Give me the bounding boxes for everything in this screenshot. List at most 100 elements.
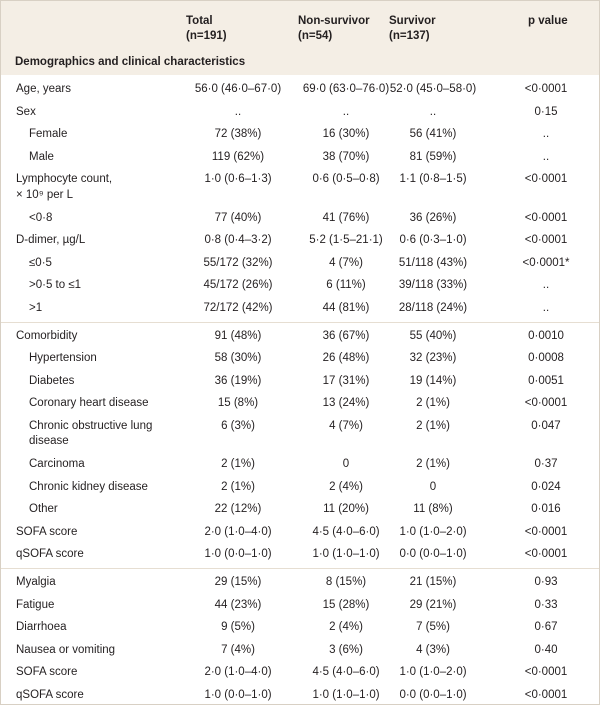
cell: .. <box>429 105 437 118</box>
cell: 81 (59%) <box>409 150 457 163</box>
cell: 4·5 (4·0–6·0) <box>312 525 380 538</box>
cell: 2 (1%) <box>416 458 450 470</box>
row-label: disease <box>29 435 69 448</box>
cell: 0·0 (0·0–1·0) <box>399 548 467 561</box>
cell: 56 (41%) <box>409 128 457 141</box>
cell: 58 (30%) <box>214 352 262 365</box>
cell: 7 (4%) <box>221 643 255 656</box>
cell: 29 (21%) <box>409 598 457 611</box>
column-header: Total <box>186 15 213 27</box>
row-label: Lymphocyte count, <box>16 173 113 186</box>
column-header: Survivor <box>389 15 436 27</box>
cell: 4 (7%) <box>329 419 363 432</box>
cell: 0·8 (0·4–3·2) <box>204 234 272 247</box>
cell: 21 (15%) <box>409 576 457 588</box>
cell: 6 (3%) <box>221 419 255 432</box>
cell: 22 (12%) <box>214 503 262 516</box>
cell: 36 (67%) <box>322 329 370 342</box>
cell: 15 (8%) <box>217 397 259 410</box>
cell: 11 (8%) <box>413 503 453 516</box>
cell: 0·40 <box>534 643 558 656</box>
cell: 44 (81%) <box>322 301 370 314</box>
row-label: <0·8 <box>29 211 53 224</box>
cell: 0·0008 <box>528 352 564 365</box>
cell: 4 (3%) <box>416 643 450 656</box>
cell: 2 (4%) <box>329 621 363 634</box>
row-label: Sex <box>16 105 36 118</box>
cell: 7 (5%) <box>416 621 450 634</box>
cell: .. <box>342 105 350 118</box>
column-n: (n=54) <box>298 30 333 42</box>
cell: 0·15 <box>534 105 558 118</box>
cell: .. <box>542 128 550 141</box>
cell: <0·0001 <box>524 666 568 679</box>
cell: 2 (1%) <box>416 419 450 432</box>
cell: 36 (26%) <box>409 211 457 224</box>
cell: 56·0 (46·0–67·0) <box>194 83 282 95</box>
cell: 0·0010 <box>528 329 564 342</box>
row-label: ≤0·5 <box>29 256 52 269</box>
cell: 77 (40%) <box>214 211 262 224</box>
cell: 51/118 (43%) <box>398 256 468 269</box>
cell: 5·2 (1·5–21·1) <box>309 234 383 247</box>
column-n: (n=137) <box>389 30 430 42</box>
cell: 0·024 <box>531 480 561 493</box>
cell: 1·1 (0·8–1·5) <box>399 173 467 186</box>
cell: 6 (11%) <box>326 279 366 292</box>
row-label: Male <box>29 150 54 163</box>
cell: 17 (31%) <box>322 374 370 387</box>
cell: 2 (1%) <box>221 458 255 470</box>
column-header: Non-survivor <box>298 15 370 27</box>
section-title: Demographics and clinical characteristic… <box>15 56 246 68</box>
cell: 0 <box>429 480 437 493</box>
cell: .. <box>234 105 242 118</box>
cell: <0·0001 <box>524 211 568 224</box>
cell: <0·0001* <box>522 256 570 269</box>
row-label: Diarrhoea <box>16 621 67 634</box>
cell: 2·0 (1·0–4·0) <box>204 525 272 538</box>
row-label: qSOFA score <box>16 689 84 701</box>
row-label: Female <box>29 128 68 141</box>
cell: .. <box>542 150 550 163</box>
row-label: Carcinoma <box>29 458 85 470</box>
cell: 0·37 <box>534 458 558 470</box>
cell: 0·33 <box>534 598 558 611</box>
row-label: Age, years <box>16 83 71 95</box>
row-label: SOFA score <box>16 525 78 538</box>
row-label: Myalgia <box>16 576 56 588</box>
cell: 0·67 <box>534 621 558 634</box>
group-separator <box>1 321 599 323</box>
cell: <0·0001 <box>524 83 568 95</box>
cell: <0·0001 <box>524 234 568 247</box>
row-label: × 10⁹ per L <box>16 188 74 201</box>
cell: 36 (19%) <box>214 374 262 387</box>
cell: 41 (76%) <box>322 211 370 224</box>
cell: 119 (62%) <box>211 150 265 163</box>
cell: 28/118 (24%) <box>398 301 468 314</box>
row-label: qSOFA score <box>16 548 84 561</box>
cell: 55/172 (32%) <box>203 256 273 269</box>
cell: <0·0001 <box>524 173 568 186</box>
row-label: Other <box>29 503 58 516</box>
group-separator <box>1 568 599 569</box>
cell: 91 (48%) <box>214 329 262 342</box>
row-label: Comorbidity <box>16 329 78 342</box>
row-label: Fatigue <box>16 598 55 611</box>
cell: 0·0051 <box>528 374 564 387</box>
cell: .. <box>542 301 550 314</box>
cell: 29 (15%) <box>214 576 262 588</box>
cell: 19 (14%) <box>409 374 457 387</box>
cell: 69·0 (63·0–76·0) <box>302 83 390 95</box>
cell: 2 (1%) <box>221 480 255 493</box>
row-label: >0·5 to ≤1 <box>29 279 82 292</box>
row-label: >1 <box>29 301 43 314</box>
row-label: Coronary heart disease <box>29 397 149 410</box>
cell: 55 (40%) <box>409 329 457 342</box>
row-label: Nausea or vomiting <box>16 643 116 656</box>
cell: 72/172 (42%) <box>203 301 273 314</box>
cell: 0·047 <box>531 419 561 432</box>
cell: <0·0001 <box>524 689 568 701</box>
cell: 1·0 (0·0–1·0) <box>204 689 272 701</box>
cell: 15 (28%) <box>322 598 370 611</box>
